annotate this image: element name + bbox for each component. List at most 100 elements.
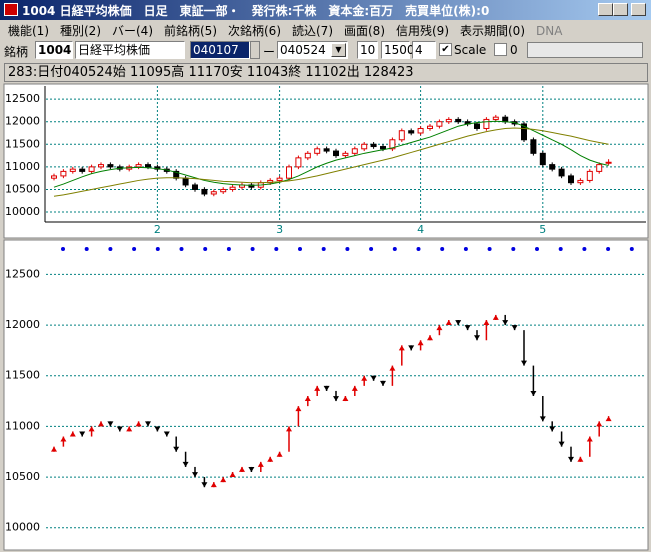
arrow-head [361,375,368,381]
lower-panel [3,239,649,551]
scroll-slider[interactable] [527,42,643,58]
arrow-head [135,421,142,427]
scroll-dot [511,247,516,251]
field-1[interactable]: 10 [357,41,378,59]
arrow-head [483,320,490,325]
upper-panel [3,83,649,239]
menu-item[interactable]: 前銘柄(5) [164,24,217,38]
symbol-label: 銘柄 [4,45,29,59]
arrow-head [182,461,189,467]
menu-item[interactable]: 次銘柄(6) [228,24,281,38]
close-button[interactable] [631,3,646,16]
y-tick-label: 10500 [5,470,40,483]
candle-body [60,170,67,177]
arrow-head [464,325,471,331]
option-label: 0 [510,43,518,57]
arrow-head [69,431,76,437]
arrow-head [380,380,386,386]
menu-item[interactable]: 読込(7) [292,24,333,38]
candle-body [88,166,95,172]
minimize-button[interactable] [598,3,613,16]
field-3[interactable]: 4 [412,41,436,59]
menu-item[interactable]: 機能(1) [8,24,49,38]
scroll-dot [487,247,492,251]
candle-body [351,148,358,154]
arrow-head [98,421,104,427]
spinner[interactable] [250,41,260,59]
arrow-head [60,436,67,442]
scroll-dot [250,247,255,251]
to-date-dropdown[interactable]: 040524 [277,41,348,59]
arrow-head [530,391,537,396]
arrow-head [389,365,396,371]
menu-item[interactable]: 表示期間(0) [460,24,525,38]
candle-body [314,148,321,154]
name-field[interactable]: 日経平均株価 [75,41,185,59]
candle-body [295,157,302,168]
menu-item[interactable]: DNA [536,24,563,38]
range-dash: ー [263,45,276,59]
arrow-head [549,426,556,432]
x-tick-label: 3 [276,223,283,236]
menu-bar: 機能(1) 種別(2) バー(4) 前銘柄(5) 次銘柄(6) 読込(7) 画面(8) 信用残… [8,22,562,40]
arrow-head [492,314,499,320]
y-tick-label: 12500 [5,267,40,280]
y-tick-label: 11000 [5,419,40,432]
arrow-head [154,426,161,432]
arrow-head [521,360,527,366]
arrow-head [145,421,151,427]
arrow-head [539,416,546,422]
info-line: 283:日付040524始 11095高 11170安 11043終 11102… [4,63,648,82]
from-date-field[interactable]: 040107 [190,41,250,59]
candle-body [389,139,396,150]
arrow-head [314,385,321,391]
candle-body [492,116,499,120]
candle-body [323,148,330,152]
candle-body [455,118,462,123]
scroll-dot [321,247,326,251]
y-tick-label: 11500 [5,137,40,150]
dropdown-arrow[interactable]: ▼ [331,43,346,57]
candle-body [502,116,509,123]
candle-body [145,164,151,168]
code-field[interactable]: 1004 [35,41,73,59]
field-2[interactable]: 1500 [381,41,415,59]
candle-body [474,123,480,129]
y-tick-label: 10000 [5,205,40,218]
menu-item[interactable]: バー(4) [112,24,153,38]
scroll-dot [535,247,539,251]
scroll-dot [463,247,468,251]
scroll-dot [582,247,587,251]
arrow-head [586,436,593,442]
candle-body [596,164,603,172]
scale-checkbox[interactable]: ✔ [439,43,452,56]
scroll-dot [392,247,397,251]
candle-body [135,164,142,168]
arrow-head [342,396,349,401]
candle-body [220,188,227,193]
menu-item[interactable]: 信用残(9) [396,24,449,38]
arrow-head [267,456,274,462]
arrow-head [596,421,603,427]
arrow-head [511,325,518,331]
y-tick-label: 10500 [5,182,40,195]
scroll-dot [132,247,137,251]
menu-item[interactable]: 種別(2) [60,24,101,38]
scroll-dot [440,247,445,251]
candle-body [304,152,311,159]
candle-body [201,188,208,195]
scroll-dot [558,247,563,251]
arrow-head [398,345,405,351]
arrow-head [455,320,462,326]
arrow-head [304,396,311,401]
maximize-button[interactable] [613,3,628,16]
candle-body [521,123,527,141]
arrow-head [605,416,612,422]
arrow-head [408,345,415,351]
arrow-head [295,406,302,412]
option-checkbox[interactable] [494,43,507,56]
candle-body [605,161,612,164]
candle-body [107,164,114,168]
menu-item[interactable]: 画面(8) [344,24,385,38]
candle-body [549,164,556,170]
